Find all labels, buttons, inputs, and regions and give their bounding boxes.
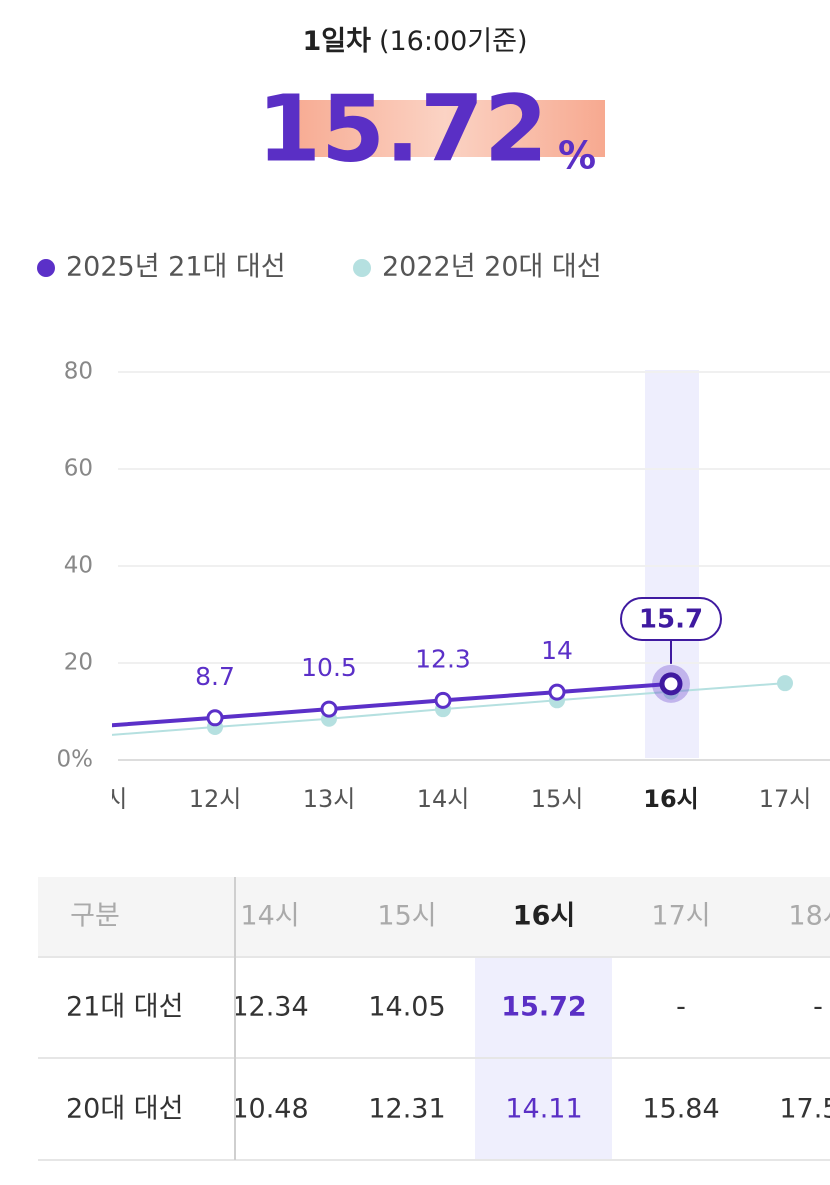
callout-box bbox=[620, 597, 722, 641]
cell: 15.84 bbox=[642, 1094, 719, 1125]
rate-unit: % bbox=[558, 134, 596, 178]
header-line: 1일차 (16:00기준) bbox=[302, 26, 527, 57]
cell: 14.11 bbox=[505, 1094, 582, 1125]
x-tick-label: 11시 bbox=[75, 785, 128, 813]
column-header: 구분 bbox=[70, 901, 120, 932]
x-tick-label: 17시 bbox=[759, 785, 812, 813]
point bbox=[94, 719, 108, 733]
cell: 14.05 bbox=[368, 992, 445, 1023]
cell: 10.48 bbox=[231, 1094, 308, 1125]
legend-label: 2022년 20대 대선 bbox=[382, 252, 602, 283]
plot: 11시 12시 13시 14시 15시 16시 17시 7 8.7 10.5 12.3 14 15.7 bbox=[75, 597, 812, 813]
selected-point bbox=[659, 672, 683, 696]
column-header: 14시 bbox=[240, 901, 299, 932]
column-header: 17시 bbox=[651, 901, 710, 932]
y-tick-label: 60 bbox=[64, 456, 93, 482]
point bbox=[777, 675, 793, 692]
data-label: 12.3 bbox=[415, 644, 471, 673]
point bbox=[320, 700, 338, 718]
table-header-bg bbox=[38, 877, 830, 957]
data-label: 8.7 bbox=[195, 662, 235, 691]
callout-label: 15.7 bbox=[639, 605, 703, 635]
legend-marker bbox=[37, 259, 55, 277]
row-label: 20대 대선 bbox=[66, 1094, 183, 1125]
legend-marker bbox=[353, 259, 371, 277]
x-tick-label: 13시 bbox=[303, 785, 356, 813]
table-scroll: 14시 15시 16시 17시 18시 12.34 14.05 15.72 - - 10.48 12.… bbox=[231, 901, 830, 1125]
data-label: 14 bbox=[541, 636, 573, 665]
point bbox=[93, 728, 109, 744]
basis: (16:00기준) bbox=[379, 26, 528, 57]
y-tick-label: 80 bbox=[64, 359, 93, 385]
y-tick-label: 20 bbox=[64, 650, 93, 676]
series-line bbox=[112, 681, 672, 728]
cell: - bbox=[676, 992, 686, 1023]
data-label: 7 bbox=[93, 670, 109, 699]
legend-label: 2025년 21대 대선 bbox=[66, 252, 286, 283]
point bbox=[434, 691, 452, 709]
column-header: 15시 bbox=[377, 901, 436, 932]
day: 1일차 bbox=[302, 26, 371, 57]
highlight bbox=[285, 100, 605, 157]
cell: 15.72 bbox=[501, 992, 586, 1023]
axis: 0% 20 40 60 80 bbox=[57, 359, 830, 773]
x-tick-label: 14시 bbox=[417, 785, 470, 813]
column-header: 18시 bbox=[788, 901, 830, 932]
y-tick-label: 0% bbox=[57, 747, 94, 773]
point bbox=[548, 683, 566, 701]
point bbox=[206, 709, 224, 727]
cell: 17.57 bbox=[779, 1094, 830, 1125]
legend: 2025년 21대 대선 2022년 20대 대선 bbox=[37, 252, 602, 283]
row-label: 21대 대선 bbox=[66, 992, 183, 1023]
x-tick-label: 16시 bbox=[643, 785, 698, 813]
x-tick-label: 12시 bbox=[189, 785, 242, 813]
cell: 12.31 bbox=[368, 1094, 445, 1125]
cell: 12.34 bbox=[231, 992, 308, 1023]
data-label: 10.5 bbox=[301, 653, 357, 682]
header: 1일차 (16:00기준) 15.72 % bbox=[257, 26, 605, 182]
column-header: 16시 bbox=[513, 901, 575, 932]
rate: 15.72 bbox=[257, 75, 548, 182]
x-tick-label: 15시 bbox=[531, 785, 584, 813]
cell: - bbox=[813, 992, 823, 1023]
table: 14시 15시 16시 17시 18시 12.34 14.05 15.72 - - 10.48 12.… bbox=[38, 877, 830, 1161]
y-tick-label: 40 bbox=[64, 553, 93, 579]
